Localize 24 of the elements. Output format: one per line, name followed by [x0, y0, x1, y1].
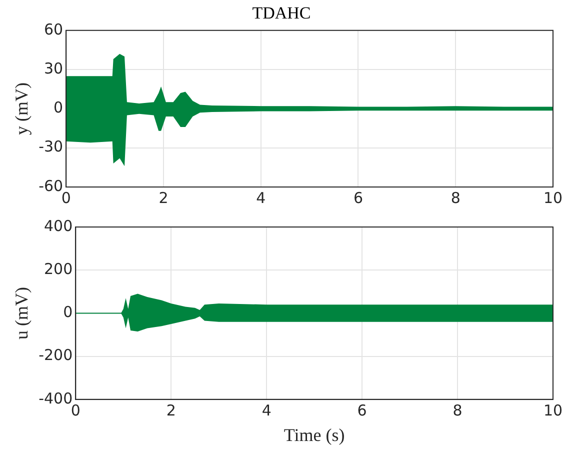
y-tick-label: 30: [44, 59, 64, 78]
x-tick-label: 10: [543, 401, 563, 420]
x-tick-label: 10: [543, 188, 563, 207]
chart-title: TDAHC: [252, 4, 311, 23]
y-tick-label: 200: [44, 260, 73, 278]
y-tick-label: -60: [38, 176, 64, 195]
y-tick-label: 0: [54, 98, 64, 117]
y-tick-label: -400: [38, 389, 73, 408]
y-tick-label: 60: [44, 20, 64, 38]
y-tick-label: 0: [63, 303, 73, 322]
x-tick-label: 2: [166, 401, 176, 420]
x-tick-label: 4: [256, 188, 266, 207]
y-tick-label: -200: [38, 346, 73, 364]
y-tick-label: 400: [44, 216, 73, 235]
x-tick-label: 8: [450, 188, 460, 207]
x-tick-label: 8: [452, 401, 462, 420]
y-tick-label: -30: [38, 138, 64, 156]
x-tick-label: 6: [353, 188, 364, 207]
y-axis-title: y (mV): [12, 82, 32, 135]
x-tick-label: 6: [357, 401, 367, 420]
x-axis-title: Time (s): [284, 424, 345, 445]
x-tick-label: 2: [158, 188, 168, 207]
y-axis-title: u (mV): [12, 286, 32, 340]
x-tick-label: 4: [262, 401, 272, 420]
